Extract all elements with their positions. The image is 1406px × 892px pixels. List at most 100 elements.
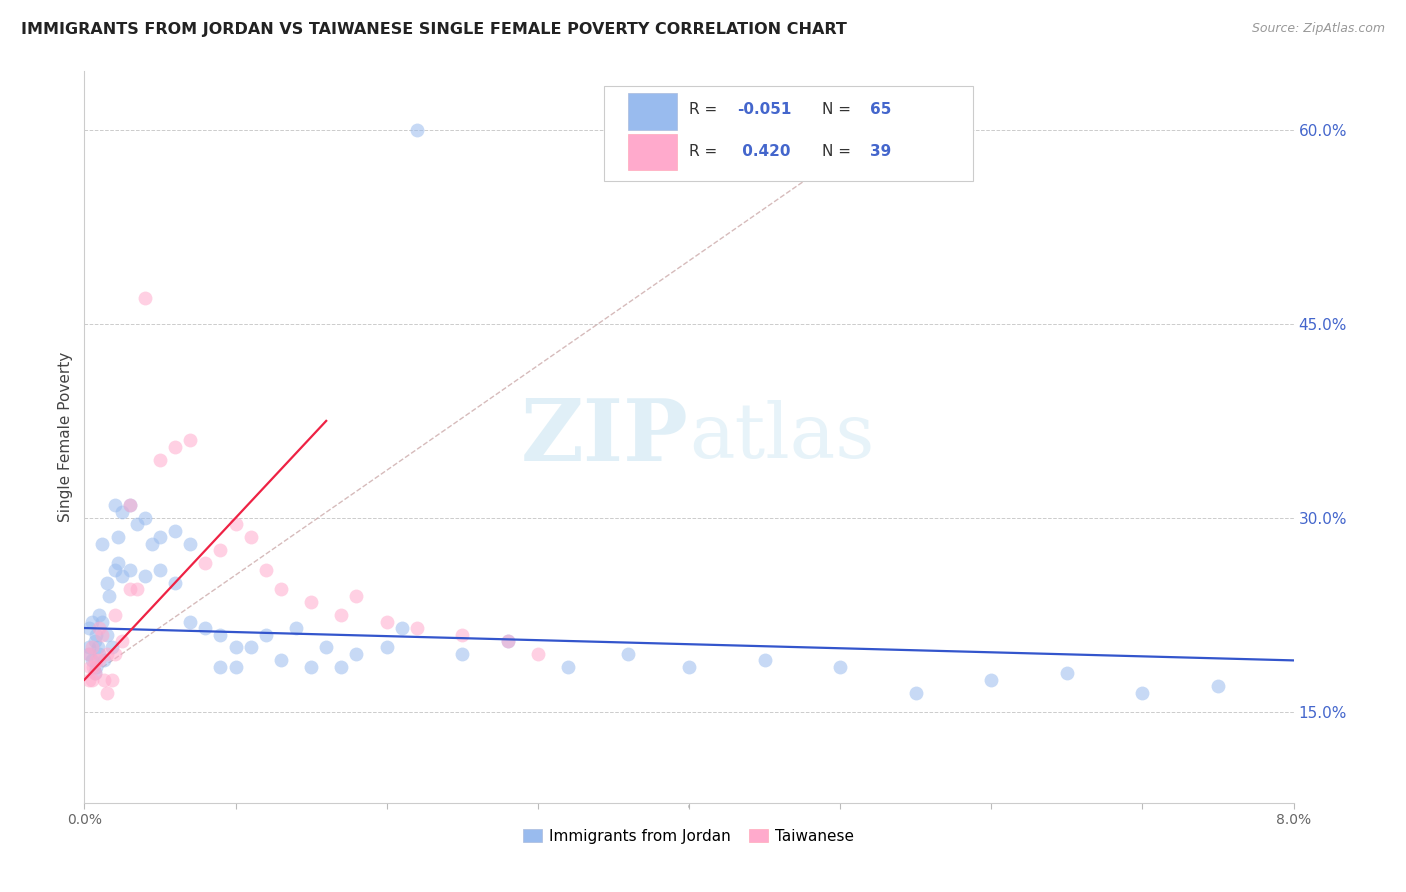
Point (118, 498, 141, 512)
Point (375, 615, 398, 629)
Text: 39: 39 (870, 145, 891, 160)
Point (79, 660, 101, 674)
Point (127, 517, 149, 532)
Point (77, 673, 100, 687)
Point (118, 582, 141, 597)
Text: R =: R = (689, 145, 723, 160)
Point (149, 563, 172, 577)
Point (194, 621, 217, 635)
Point (89, 621, 111, 635)
Point (254, 627, 277, 641)
Point (149, 530, 172, 544)
Point (830, 660, 852, 674)
Point (104, 498, 127, 512)
Point (80, 615, 103, 629)
Point (239, 640, 262, 655)
Point (346, 647, 368, 661)
FancyBboxPatch shape (628, 134, 676, 170)
Point (299, 595, 322, 609)
Point (406, 621, 429, 635)
Point (89, 608, 111, 623)
Point (84, 666, 107, 681)
Legend: Immigrants from Jordan, Taiwanese: Immigrants from Jordan, Taiwanese (517, 822, 860, 850)
Text: Source: ZipAtlas.com: Source: ZipAtlas.com (1251, 22, 1385, 36)
Point (239, 530, 262, 544)
Point (179, 615, 201, 629)
Point (149, 452, 172, 467)
Point (127, 582, 149, 597)
Point (80, 640, 103, 655)
Point (194, 557, 217, 571)
Point (254, 563, 277, 577)
Point (330, 608, 353, 623)
Point (225, 517, 247, 532)
Point (80, 653, 103, 667)
Point (165, 524, 187, 538)
Text: ZIP: ZIP (522, 395, 689, 479)
Point (118, 498, 141, 512)
Point (179, 537, 201, 551)
Point (82, 660, 104, 674)
Point (134, 291, 156, 305)
Text: N =: N = (823, 102, 856, 117)
Point (496, 634, 519, 648)
Point (80, 673, 103, 687)
Point (299, 660, 322, 674)
Point (91, 537, 114, 551)
Point (96, 686, 118, 700)
Point (285, 621, 308, 635)
Point (141, 537, 163, 551)
Point (209, 627, 232, 641)
Point (107, 557, 129, 571)
Text: 65: 65 (870, 102, 891, 117)
Point (1132, 686, 1154, 700)
Point (93, 653, 115, 667)
Point (315, 640, 337, 655)
Point (89, 653, 111, 667)
Point (1056, 666, 1078, 681)
Point (96, 627, 118, 641)
Point (86, 653, 108, 667)
Point (165, 575, 187, 590)
Point (391, 621, 413, 635)
Text: -0.051: -0.051 (737, 102, 792, 117)
Point (270, 582, 292, 597)
Point (1206, 679, 1229, 693)
Point (91, 627, 114, 641)
Point (104, 647, 127, 661)
Point (165, 440, 187, 454)
Point (451, 647, 474, 661)
Point (77, 647, 100, 661)
Point (77, 640, 100, 655)
Point (225, 640, 247, 655)
Point (270, 653, 292, 667)
Point (84, 634, 107, 648)
Y-axis label: Single Female Poverty: Single Female Poverty (58, 352, 73, 522)
FancyBboxPatch shape (628, 94, 676, 130)
Point (134, 569, 156, 583)
Point (91, 615, 114, 629)
Point (451, 627, 474, 641)
Point (346, 589, 368, 603)
FancyBboxPatch shape (605, 86, 973, 181)
Point (179, 434, 201, 448)
Point (617, 647, 640, 661)
Point (96, 647, 118, 661)
Point (107, 530, 129, 544)
Point (754, 653, 776, 667)
Point (100, 673, 122, 687)
Point (86, 627, 108, 641)
Point (118, 563, 141, 577)
Point (496, 634, 519, 648)
Point (209, 660, 232, 674)
Point (84, 666, 107, 681)
Text: R =: R = (689, 102, 723, 117)
Point (375, 640, 398, 655)
Point (96, 575, 118, 590)
Point (557, 660, 579, 674)
Point (87, 640, 110, 655)
Point (980, 673, 1002, 687)
Point (527, 647, 550, 661)
Point (111, 504, 134, 518)
Text: IMMIGRANTS FROM JORDAN VS TAIWANESE SINGLE FEMALE POVERTY CORRELATION CHART: IMMIGRANTS FROM JORDAN VS TAIWANESE SING… (21, 22, 846, 37)
